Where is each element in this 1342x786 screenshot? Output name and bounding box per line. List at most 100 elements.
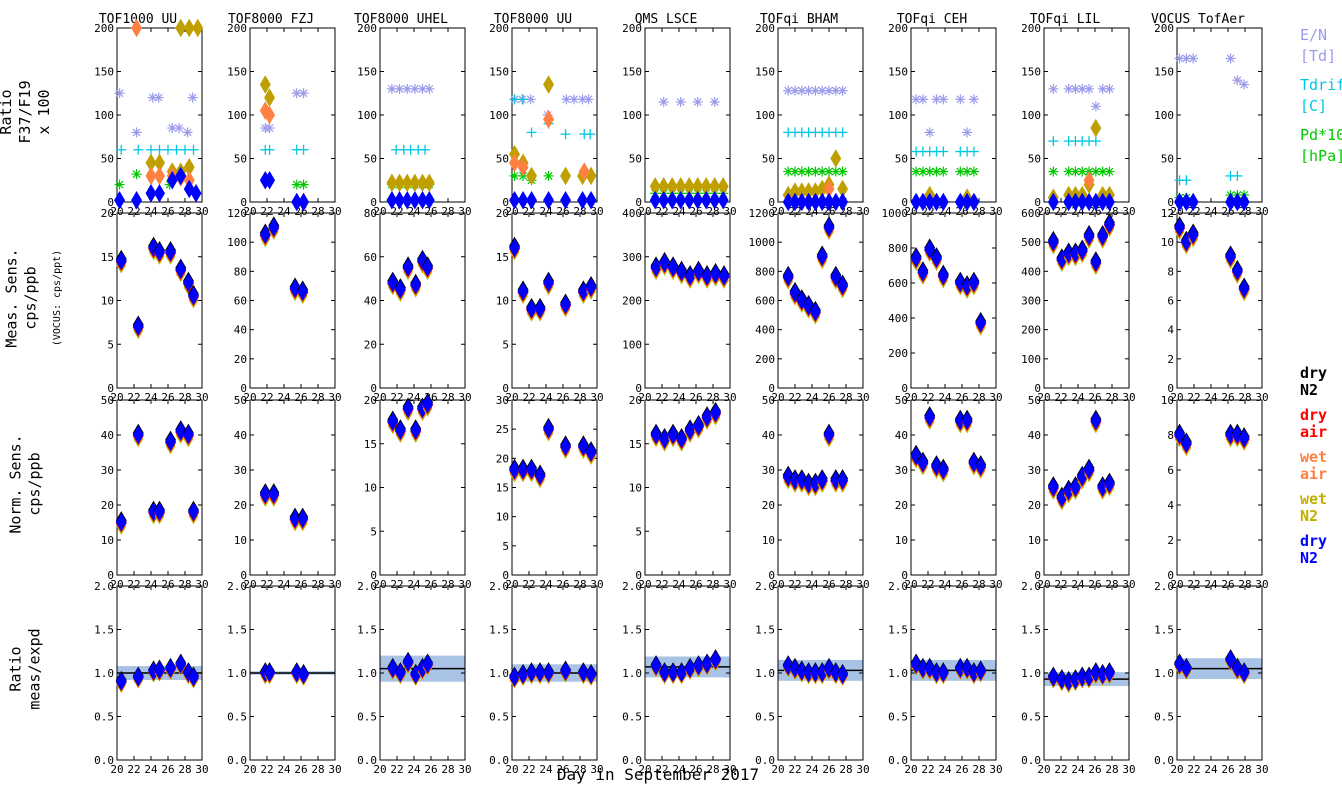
series-dry-n2-blue-point: [509, 460, 521, 479]
series-dry-n2-blue-point: [188, 667, 199, 687]
x-tick-label: 22: [522, 763, 535, 776]
y-tick-label: 100: [622, 109, 642, 122]
pd-point: [917, 166, 928, 177]
x-tick-label: 20: [373, 763, 386, 776]
x-tick-label: 24: [672, 391, 686, 404]
blue-point: [154, 184, 165, 203]
y-tick-label: 0: [901, 382, 908, 395]
series-dry-n2-blue-point: [526, 460, 538, 479]
asterisk-stroke: [693, 97, 702, 106]
y-tick-label: 1.5: [357, 624, 377, 637]
series-dry-n2-blue-point: [975, 313, 987, 333]
x-tick-label: 30: [590, 391, 603, 404]
x-tick-label: 26: [161, 205, 174, 218]
y-tick-label: 0: [635, 569, 642, 582]
x-tick-label: 26: [161, 391, 174, 404]
x-tick-label: 30: [723, 391, 736, 404]
y-tick-label: 0.0: [489, 754, 509, 767]
x-tick-label: 28: [441, 578, 454, 591]
series-dry-n2-blue-point: [910, 248, 922, 268]
y-tick-label: 40: [895, 429, 908, 442]
asterisk-stroke: [1078, 84, 1087, 93]
tdrift-point: [585, 129, 596, 140]
y-tick-label: 20: [101, 499, 114, 512]
asterisk-stroke: [969, 95, 978, 104]
asterisk-stroke: [1189, 54, 1198, 63]
x-tick-label: 30: [1255, 578, 1268, 591]
series-dry-n2-blue-point: [1069, 477, 1081, 497]
y-tick-label: 40: [234, 429, 247, 442]
series-dry-n2-blue-point: [259, 225, 271, 244]
row-label-line: F37/F19: [16, 80, 34, 143]
blue-point: [717, 190, 729, 210]
y-tick-label: 2.0: [94, 580, 114, 593]
y-tick-label: 50: [364, 153, 377, 166]
series-dry-n2-blue-point: [701, 266, 713, 286]
en-point: [298, 88, 309, 99]
y-tick-label: 1.0: [622, 667, 642, 680]
axis-frame: [644, 212, 731, 389]
x-tick-label: 20: [638, 391, 651, 404]
x-tick-label: 26: [1088, 578, 1101, 591]
y-tick-label: 100: [227, 236, 247, 249]
y-tick-label: 50: [1028, 153, 1041, 166]
x-tick-label: 30: [1255, 391, 1268, 404]
pd-point: [796, 166, 807, 177]
y-tick-label: 6: [1167, 295, 1174, 308]
y-tick-label: 80: [234, 265, 247, 278]
y-tick-label: 1.0: [489, 667, 509, 680]
row-label-meas: Meas. Sens. cps/ppb (VOCUS: cps/ppt): [3, 248, 64, 347]
y-tick-label: 0: [901, 569, 908, 582]
x-tick-label: 24: [407, 578, 421, 591]
series-dry-n2-blue-point: [816, 247, 828, 266]
row-label-line: cps/ppb: [22, 266, 40, 329]
series-dry-n2-blue-point: [1047, 667, 1059, 687]
tdrift-point: [968, 146, 979, 157]
asterisk-stroke: [148, 93, 157, 102]
asterisk-stroke: [925, 167, 934, 176]
pd-point: [824, 166, 834, 177]
series-dry-n2-blue-point: [1103, 663, 1115, 683]
en-point: [837, 85, 848, 96]
x-tick-label: 20: [505, 578, 518, 591]
series-dry-n2-blue-point: [402, 399, 414, 418]
x-tick-label: 20: [110, 578, 123, 591]
x-tick-label: 24: [144, 205, 158, 218]
en-point: [924, 127, 935, 138]
x-tick-label: 22: [921, 763, 934, 776]
tdrift-point: [1090, 136, 1101, 147]
series-dry-n2-blue-point: [693, 416, 705, 436]
y-tick-label: 0.0: [1154, 754, 1174, 767]
x-tick-label: 22: [921, 578, 934, 591]
x-tick-label: 28: [1238, 391, 1251, 404]
blue-point: [658, 190, 670, 210]
en-point: [1104, 83, 1115, 94]
blue-point: [560, 190, 572, 210]
series-dry-n2-blue-point: [534, 663, 546, 683]
x-tick-label: 24: [938, 578, 952, 591]
en-point: [968, 94, 979, 105]
blue-point: [175, 166, 187, 186]
series-dry-n2-blue-point: [975, 456, 987, 476]
x-tick-label: 30: [1122, 578, 1135, 591]
x-tick-label: 26: [1088, 763, 1101, 776]
x-tick-label: 28: [1105, 763, 1118, 776]
x-tick-label: 24: [805, 391, 819, 404]
pd-point: [298, 179, 309, 190]
x-tick-label: 24: [938, 391, 952, 404]
x-tick-label: 28: [972, 578, 985, 591]
series-dry-n2-blue-point: [154, 502, 165, 521]
blue-point: [1187, 192, 1199, 212]
tdrift-point: [264, 144, 275, 155]
y-tick-label: 0.0: [755, 754, 775, 767]
x-tick-label: 30: [723, 578, 736, 591]
blue-point: [394, 190, 406, 210]
series-dry-n2-blue-point: [132, 425, 144, 444]
series-dry-n2-blue-point: [165, 659, 177, 678]
x-tick-label: 30: [458, 391, 471, 404]
pd-point: [1104, 166, 1115, 177]
